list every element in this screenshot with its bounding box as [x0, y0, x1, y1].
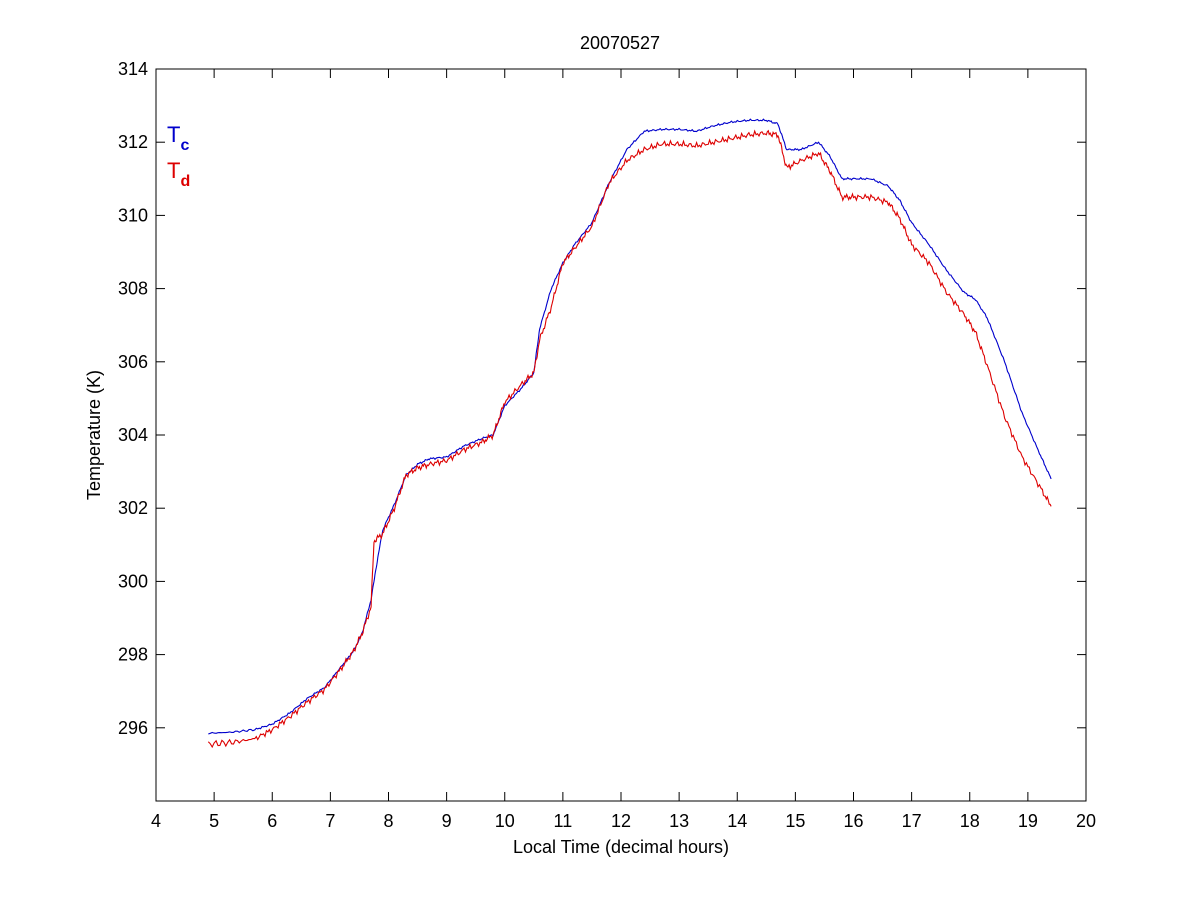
- y-axis-label: Temperature (K): [84, 370, 104, 500]
- plot-area: [155, 68, 1087, 802]
- x-tick-label: 20: [1076, 811, 1096, 831]
- legend: Tc Td: [167, 122, 190, 190]
- x-tick-label: 4: [151, 811, 161, 831]
- x-tick-label: 19: [1018, 811, 1038, 831]
- x-tick-label: 16: [843, 811, 863, 831]
- x-axis-label: Local Time (decimal hours): [513, 837, 729, 857]
- y-tick-label: 300: [118, 571, 148, 591]
- y-tick-label: 312: [118, 132, 148, 152]
- series-line-td: [207, 129, 1052, 749]
- y-tick-label: 310: [118, 205, 148, 225]
- y-tick-label: 298: [118, 645, 148, 665]
- legend-entry-td: Td: [167, 158, 190, 190]
- x-tick-label: 13: [669, 811, 689, 831]
- series-lines: [207, 118, 1052, 749]
- x-tick-label: 10: [495, 811, 515, 831]
- y-tick-label: 306: [118, 352, 148, 372]
- y-tick-label: 296: [118, 718, 148, 738]
- x-tick-label: 7: [325, 811, 335, 831]
- y-tick-label: 302: [118, 498, 148, 518]
- x-tick-label: 15: [785, 811, 805, 831]
- y-axis: 296 298 300 302 304 306 308 310 312 314: [118, 59, 1086, 738]
- x-tick-label: 14: [727, 811, 747, 831]
- y-tick-label: 314: [118, 59, 148, 79]
- x-tick-label: 12: [611, 811, 631, 831]
- x-tick-label: 6: [267, 811, 277, 831]
- chart-title: 20070527: [580, 33, 660, 53]
- legend-entry-tc: Tc: [167, 122, 189, 154]
- x-tick-label: 9: [442, 811, 452, 831]
- y-tick-label: 308: [118, 279, 148, 299]
- y-tick-label: 304: [118, 425, 148, 445]
- x-tick-label: 8: [383, 811, 393, 831]
- x-tick-label: 5: [209, 811, 219, 831]
- x-tick-label: 11: [554, 811, 573, 831]
- x-tick-label: 18: [960, 811, 980, 831]
- x-tick-label: 17: [902, 811, 922, 831]
- x-axis: 4 5 6 7 8 9 10 11 12 13 14 15 16 17 18 19 20: [151, 69, 1096, 831]
